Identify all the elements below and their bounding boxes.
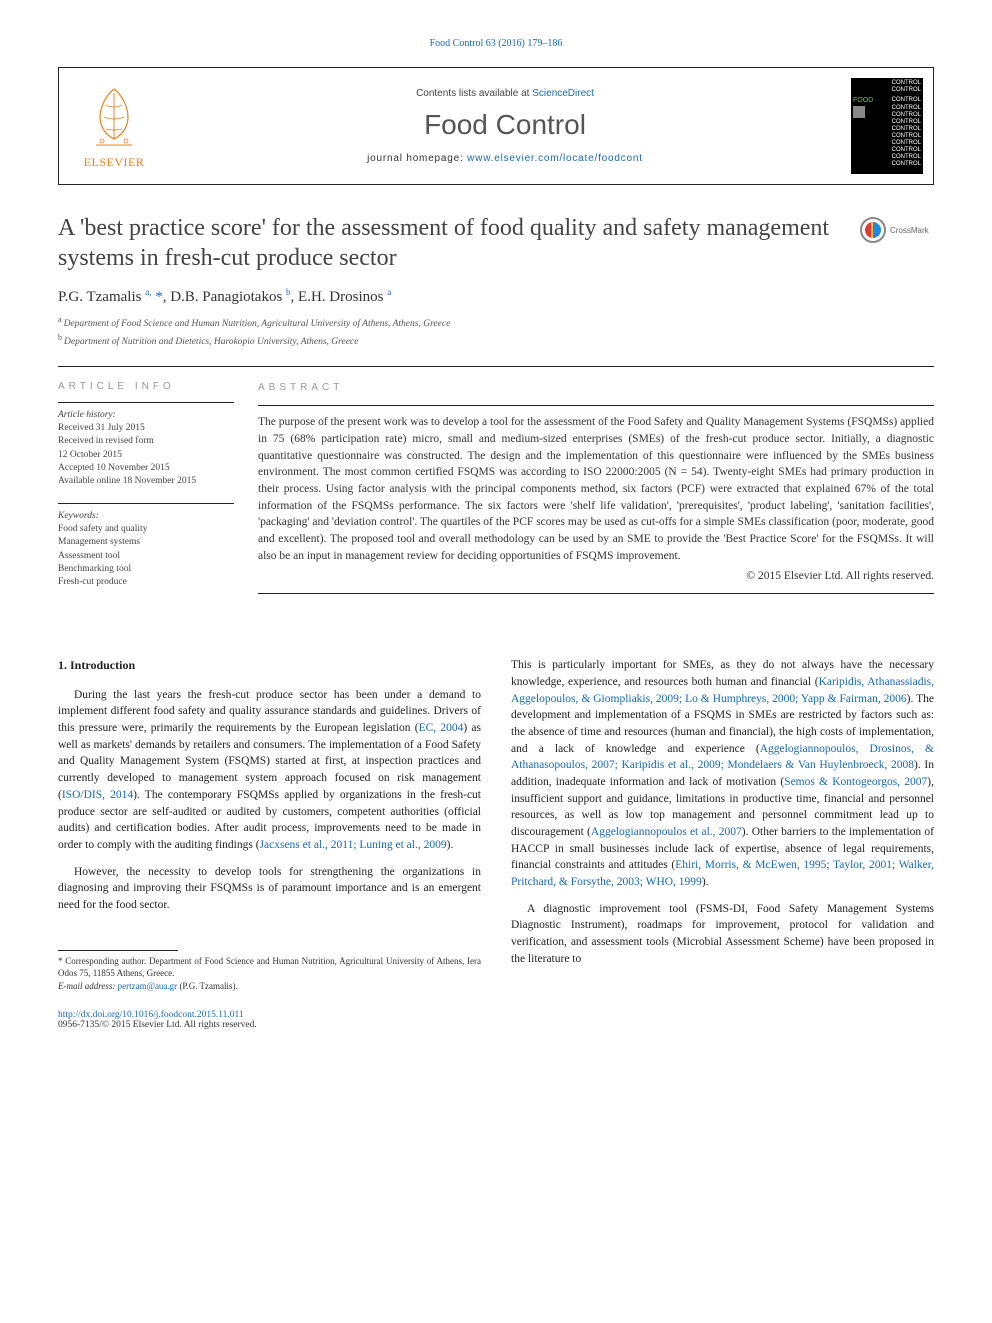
authors: P.G. Tzamalis a, *, D.B. Panagiotakos b,… — [58, 287, 934, 306]
sciencedirect-link[interactable]: ScienceDirect — [532, 88, 594, 99]
journal-header: ELSEVIER Contents lists available at Sci… — [58, 67, 934, 185]
journal-homepage: journal homepage: www.elsevier.com/locat… — [169, 153, 841, 164]
cover-strip: CONTROL — [865, 147, 923, 154]
cover-strip: CONTROL — [865, 112, 923, 119]
crossmark-label: CrossMark — [890, 226, 929, 235]
crossmark-badge[interactable]: CrossMark — [860, 217, 934, 243]
cover-strip: CONTROL — [865, 133, 923, 140]
contents-prefix: Contents lists available at — [416, 88, 532, 99]
homepage-prefix: journal homepage: — [367, 153, 467, 164]
email-person: (P.G. Tzamalis). — [177, 981, 238, 991]
cover-strip: CONTROL — [865, 87, 923, 94]
corresponding-author-footnote: * Corresponding author. Department of Fo… — [58, 955, 481, 993]
paragraph: However, the necessity to develop tools … — [58, 864, 481, 914]
section-heading: 1. Introduction — [58, 657, 481, 674]
crossmark-icon — [860, 217, 886, 243]
paragraph: A diagnostic improvement tool (FSMS-DI, … — [511, 901, 934, 968]
divider — [58, 366, 934, 367]
publisher-name: ELSEVIER — [84, 155, 145, 170]
abstract-heading: ABSTRACT — [258, 381, 934, 396]
journal-name: Food Control — [169, 109, 841, 141]
publisher-logo: ELSEVIER — [59, 68, 169, 184]
right-column: This is particularly important for SMEs,… — [511, 657, 934, 992]
keywords-label: Keywords: — [58, 510, 234, 523]
cover-strip: CONTROL — [865, 119, 923, 126]
footnote-rule — [58, 950, 178, 951]
cover-strip: CONTROL — [865, 97, 923, 104]
cover-strip: CONTROL — [865, 126, 923, 133]
history-label: Article history: — [58, 409, 234, 422]
paragraph: This is particularly important for SMEs,… — [511, 657, 934, 890]
abstract-copyright: © 2015 Elsevier Ltd. All rights reserved… — [258, 568, 934, 585]
journal-cover-thumbnail: CONTROL CONTROL FOOD CONTROL CONTROL CON… — [841, 68, 933, 184]
header-center: Contents lists available at ScienceDirec… — [169, 68, 841, 184]
email-label: E-mail address: — [58, 981, 118, 991]
cover-strip: CONTROL — [865, 80, 923, 87]
keywords-block: Keywords: Food safety and qualityManagem… — [58, 510, 234, 590]
abstract-column: ABSTRACT The purpose of the present work… — [258, 381, 934, 604]
elsevier-tree-icon — [84, 83, 144, 153]
cover-strip: CONTROL — [865, 105, 923, 112]
abstract-text: The purpose of the present work was to d… — [258, 414, 934, 564]
left-column: 1. Introduction During the last years th… — [58, 657, 481, 992]
cover-strip: CONTROL — [865, 154, 923, 161]
article-history: Article history: Received 31 July 2015Re… — [58, 409, 234, 489]
cover-strip: CONTROL — [865, 140, 923, 147]
affiliations: aDepartment of Food Science and Human Nu… — [58, 314, 934, 350]
citation-line: Food Control 63 (2016) 179–186 — [58, 38, 934, 49]
paragraph: During the last years the fresh-cut prod… — [58, 687, 481, 854]
article-info-heading: ARTICLE INFO — [58, 381, 234, 392]
footer: http://dx.doi.org/10.1016/j.foodcont.201… — [58, 1010, 934, 1030]
author-email-link[interactable]: pertzam@aua.gr — [118, 981, 178, 991]
article-info-column: ARTICLE INFO Article history: Received 3… — [58, 381, 258, 604]
issn-copyright: 0956-7135/© 2015 Elsevier Ltd. All right… — [58, 1020, 257, 1030]
contents-available: Contents lists available at ScienceDirec… — [169, 88, 841, 99]
cover-strip: CONTROL — [865, 161, 923, 168]
article-title: A 'best practice score' for the assessme… — [58, 213, 846, 273]
footnote-text: * Corresponding author. Department of Fo… — [58, 956, 481, 979]
body-columns: 1. Introduction During the last years th… — [58, 657, 934, 992]
homepage-link[interactable]: www.elsevier.com/locate/foodcont — [467, 153, 643, 164]
doi-link[interactable]: http://dx.doi.org/10.1016/j.foodcont.201… — [58, 1010, 244, 1020]
